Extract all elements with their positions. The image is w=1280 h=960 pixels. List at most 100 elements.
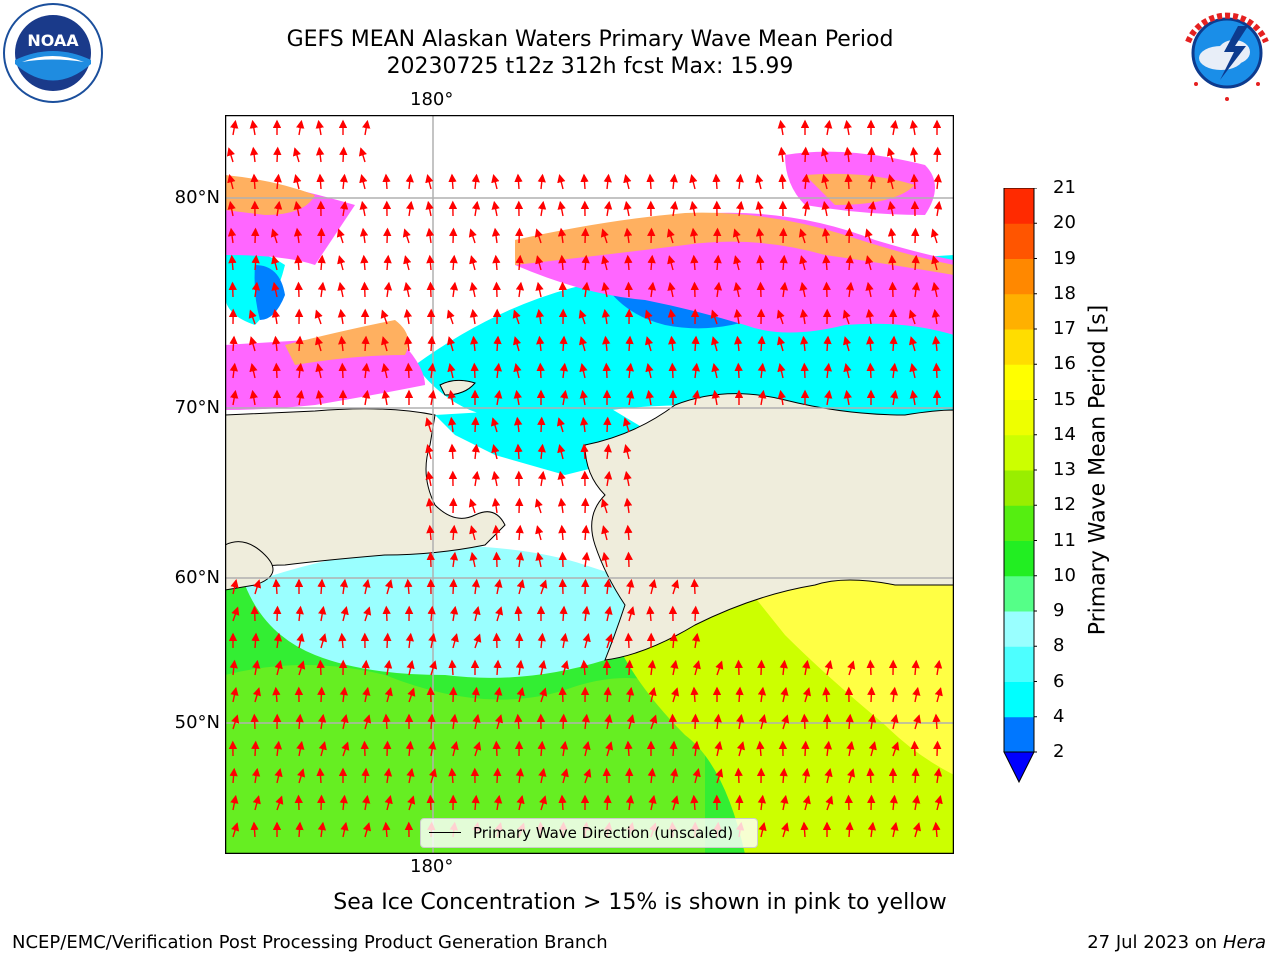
- wave-arrow: [713, 713, 722, 730]
- colorbar-segment: [1004, 681, 1034, 718]
- wave-arrow: [404, 578, 413, 595]
- wave-arrow: [406, 660, 415, 676]
- wave-arrow: [317, 686, 326, 703]
- wave-arrow: [603, 416, 612, 433]
- wave-arrow: [932, 362, 941, 379]
- wave-arrow: [470, 335, 479, 352]
- wave-arrow: [340, 714, 349, 730]
- wave-arrow: [868, 741, 877, 757]
- wave-arrow: [909, 119, 918, 136]
- wave-arrow: [579, 363, 588, 379]
- colorbar-tick-label: 17: [1053, 318, 1076, 339]
- wave-arrow: [844, 173, 853, 190]
- wave-arrow: [473, 741, 482, 757]
- wave-arrow: [692, 660, 701, 676]
- wave-arrow: [471, 470, 481, 487]
- sea-ice-note: Sea Ice Concentration > 15% is shown in …: [333, 890, 947, 915]
- wave-arrow: [623, 200, 632, 217]
- wave-arrow: [691, 605, 700, 622]
- colorbar-extend-arrow: [1003, 751, 1035, 784]
- wave-arrow: [447, 416, 457, 433]
- wave-arrow: [407, 795, 416, 811]
- wave-arrow: [603, 686, 612, 703]
- wave-arrow: [473, 633, 482, 649]
- wave-arrow: [384, 579, 393, 595]
- wave-arrow: [558, 254, 567, 271]
- wave-arrow: [691, 740, 701, 757]
- wave-arrow: [911, 281, 921, 298]
- x-tick-bottom-180: 180°: [410, 856, 454, 877]
- wave-arrow: [843, 363, 852, 379]
- wave-arrow: [316, 173, 325, 190]
- wave-arrow: [448, 443, 457, 460]
- wave-arrow: [295, 362, 305, 379]
- wave-arrow: [339, 200, 349, 217]
- wave-arrow: [645, 363, 654, 379]
- wave-arrow: [559, 713, 568, 730]
- wave-arrow: [535, 308, 545, 325]
- wave-arrow: [668, 713, 677, 730]
- wave-arrow: [336, 228, 345, 244]
- wave-arrow: [295, 605, 304, 622]
- wave-arrow: [820, 147, 829, 163]
- wave-arrow: [911, 659, 920, 676]
- wave-arrow: [229, 362, 239, 379]
- wave-arrow: [382, 173, 391, 190]
- wave-arrow: [557, 174, 566, 190]
- wave-arrow: [890, 714, 899, 730]
- wave-arrow: [318, 741, 327, 757]
- wave-arrow: [758, 822, 767, 838]
- wave-arrow: [384, 687, 393, 703]
- noaa-logo: NOAA: [2, 2, 104, 104]
- wave-arrow: [887, 227, 897, 244]
- wave-arrow: [581, 605, 591, 622]
- wave-arrow: [338, 632, 347, 649]
- wave-arrow: [362, 794, 371, 811]
- wave-arrow: [491, 497, 501, 514]
- wave-arrow: [934, 795, 943, 811]
- wave-arrow: [645, 336, 654, 352]
- wave-arrow: [736, 713, 745, 730]
- wave-arrow: [250, 173, 259, 190]
- wave-arrow: [491, 174, 500, 190]
- wave-arrow: [362, 822, 371, 838]
- wave-arrow: [405, 173, 414, 190]
- wave-arrow: [315, 336, 324, 352]
- wave-arrow: [404, 362, 413, 379]
- colorbar-tick-label: 18: [1053, 282, 1076, 304]
- wave-arrow: [446, 309, 455, 325]
- wave-arrow: [273, 173, 282, 190]
- wave-arrow: [932, 713, 941, 730]
- wave-arrow: [273, 146, 282, 163]
- wave-arrow: [799, 308, 809, 325]
- wave-arrow: [450, 741, 459, 757]
- wave-arrow: [383, 254, 392, 271]
- wave-arrow: [866, 362, 875, 379]
- wave-arrow: [601, 255, 610, 271]
- wave-arrow: [537, 416, 546, 433]
- wave-arrow: [691, 713, 700, 730]
- wave-arrow: [736, 741, 745, 757]
- wave-arrow: [426, 281, 435, 298]
- nws-logo: [1176, 2, 1278, 104]
- colorbar-segment: [1004, 540, 1034, 577]
- wave-arrow: [930, 228, 939, 244]
- svg-text:NOAA: NOAA: [27, 31, 79, 50]
- wave-arrow: [407, 687, 416, 703]
- wave-arrow: [756, 281, 765, 298]
- wave-arrow: [383, 281, 393, 298]
- wave-arrow: [427, 713, 436, 730]
- wave-arrow: [493, 659, 502, 676]
- wave-arrow: [315, 146, 325, 163]
- wave-arrow: [470, 362, 479, 379]
- wave-arrow: [910, 173, 919, 190]
- wave-arrow: [624, 632, 633, 649]
- wave-arrow: [557, 470, 566, 487]
- wave-arrow: [270, 228, 279, 244]
- wave-arrow: [226, 147, 235, 163]
- colorbar-segment: [1004, 223, 1034, 259]
- wave-arrow: [667, 281, 676, 298]
- wave-arrow: [558, 524, 567, 541]
- wave-arrow: [777, 146, 787, 163]
- wave-arrow: [647, 767, 656, 784]
